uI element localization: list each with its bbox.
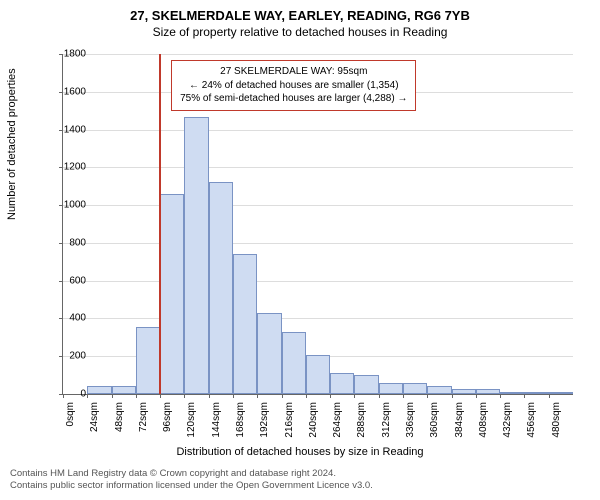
xtick-label: 408sqm [478, 402, 489, 452]
chart-title-address: 27, SKELMERDALE WAY, EARLEY, READING, RG… [0, 0, 600, 23]
grid-line [63, 243, 573, 244]
xtick-mark [403, 394, 404, 398]
histogram-bar [354, 375, 378, 394]
chart-title-subtitle: Size of property relative to detached ho… [0, 23, 600, 39]
xtick-label: 336sqm [405, 402, 416, 452]
histogram-bar [112, 386, 136, 394]
ytick-label: 400 [46, 313, 86, 324]
xtick-label: 72sqm [138, 402, 149, 452]
xtick-label: 192sqm [259, 402, 270, 452]
xtick-mark [112, 394, 113, 398]
xtick-mark [136, 394, 137, 398]
xtick-mark [354, 394, 355, 398]
xtick-mark [233, 394, 234, 398]
xtick-mark [549, 394, 550, 398]
histogram-bar [209, 182, 233, 395]
info-line-1: 27 SKELMERDALE WAY: 95sqm [180, 65, 407, 79]
info-line-3: 75% of semi-detached houses are larger (… [180, 92, 407, 106]
xtick-label: 168sqm [235, 402, 246, 452]
xtick-label: 24sqm [89, 402, 100, 452]
xtick-mark [87, 394, 88, 398]
histogram-bar [136, 327, 160, 394]
footer-line-1: Contains HM Land Registry data © Crown c… [10, 468, 373, 480]
xtick-mark [306, 394, 307, 398]
xtick-label: 360sqm [429, 402, 440, 452]
xtick-mark [452, 394, 453, 398]
xtick-mark [330, 394, 331, 398]
xtick-mark [184, 394, 185, 398]
xtick-mark [427, 394, 428, 398]
xtick-mark [282, 394, 283, 398]
y-axis-label: Number of detached properties [6, 68, 18, 220]
xtick-label: 288sqm [356, 402, 367, 452]
xtick-label: 96sqm [162, 402, 173, 452]
ytick-label: 600 [46, 275, 86, 286]
xtick-label: 384sqm [454, 402, 465, 452]
xtick-label: 432sqm [502, 402, 513, 452]
grid-line [63, 130, 573, 131]
ytick-label: 1000 [46, 200, 86, 211]
histogram-bar [257, 313, 281, 394]
xtick-label: 216sqm [284, 402, 295, 452]
chart-plot-area: 27 SKELMERDALE WAY: 95sqm← 24% of detach… [62, 54, 573, 395]
histogram-bar [306, 355, 330, 394]
grid-line [63, 281, 573, 282]
xtick-label: 120sqm [186, 402, 197, 452]
histogram-bar [500, 392, 524, 394]
xtick-mark [524, 394, 525, 398]
xtick-mark [476, 394, 477, 398]
xtick-label: 480sqm [551, 402, 562, 452]
xtick-mark [257, 394, 258, 398]
grid-line [63, 167, 573, 168]
xtick-label: 0sqm [65, 402, 76, 452]
xtick-label: 48sqm [114, 402, 125, 452]
xtick-mark [209, 394, 210, 398]
histogram-bar [427, 386, 451, 394]
histogram-bar [403, 383, 427, 394]
histogram-bar [282, 332, 306, 394]
xtick-label: 144sqm [211, 402, 222, 452]
footer-line-2: Contains public sector information licen… [10, 480, 373, 492]
histogram-bar [160, 194, 184, 394]
ytick-label: 1800 [46, 49, 86, 60]
grid-line [63, 205, 573, 206]
histogram-bar [452, 389, 476, 394]
info-box: 27 SKELMERDALE WAY: 95sqm← 24% of detach… [171, 60, 416, 111]
info-line-2: ← 24% of detached houses are smaller (1,… [180, 79, 407, 93]
histogram-bar [87, 386, 111, 394]
ytick-label: 0 [46, 389, 86, 400]
histogram-bar [233, 254, 257, 394]
grid-line [63, 54, 573, 55]
xtick-mark [379, 394, 380, 398]
xtick-mark [500, 394, 501, 398]
ytick-label: 1600 [46, 86, 86, 97]
xtick-label: 264sqm [332, 402, 343, 452]
grid-line [63, 318, 573, 319]
ytick-label: 1400 [46, 124, 86, 135]
histogram-bar [184, 117, 208, 394]
ytick-label: 1200 [46, 162, 86, 173]
chart-footer: Contains HM Land Registry data © Crown c… [10, 468, 373, 492]
xtick-label: 240sqm [308, 402, 319, 452]
xtick-mark [160, 394, 161, 398]
ytick-label: 200 [46, 351, 86, 362]
property-marker-line [159, 54, 161, 394]
xtick-label: 456sqm [526, 402, 537, 452]
histogram-bar [524, 392, 548, 394]
histogram-bar [549, 392, 573, 394]
histogram-bar [379, 383, 403, 394]
histogram-bar [330, 373, 354, 394]
histogram-bar [476, 389, 500, 394]
ytick-label: 800 [46, 237, 86, 248]
xtick-label: 312sqm [381, 402, 392, 452]
